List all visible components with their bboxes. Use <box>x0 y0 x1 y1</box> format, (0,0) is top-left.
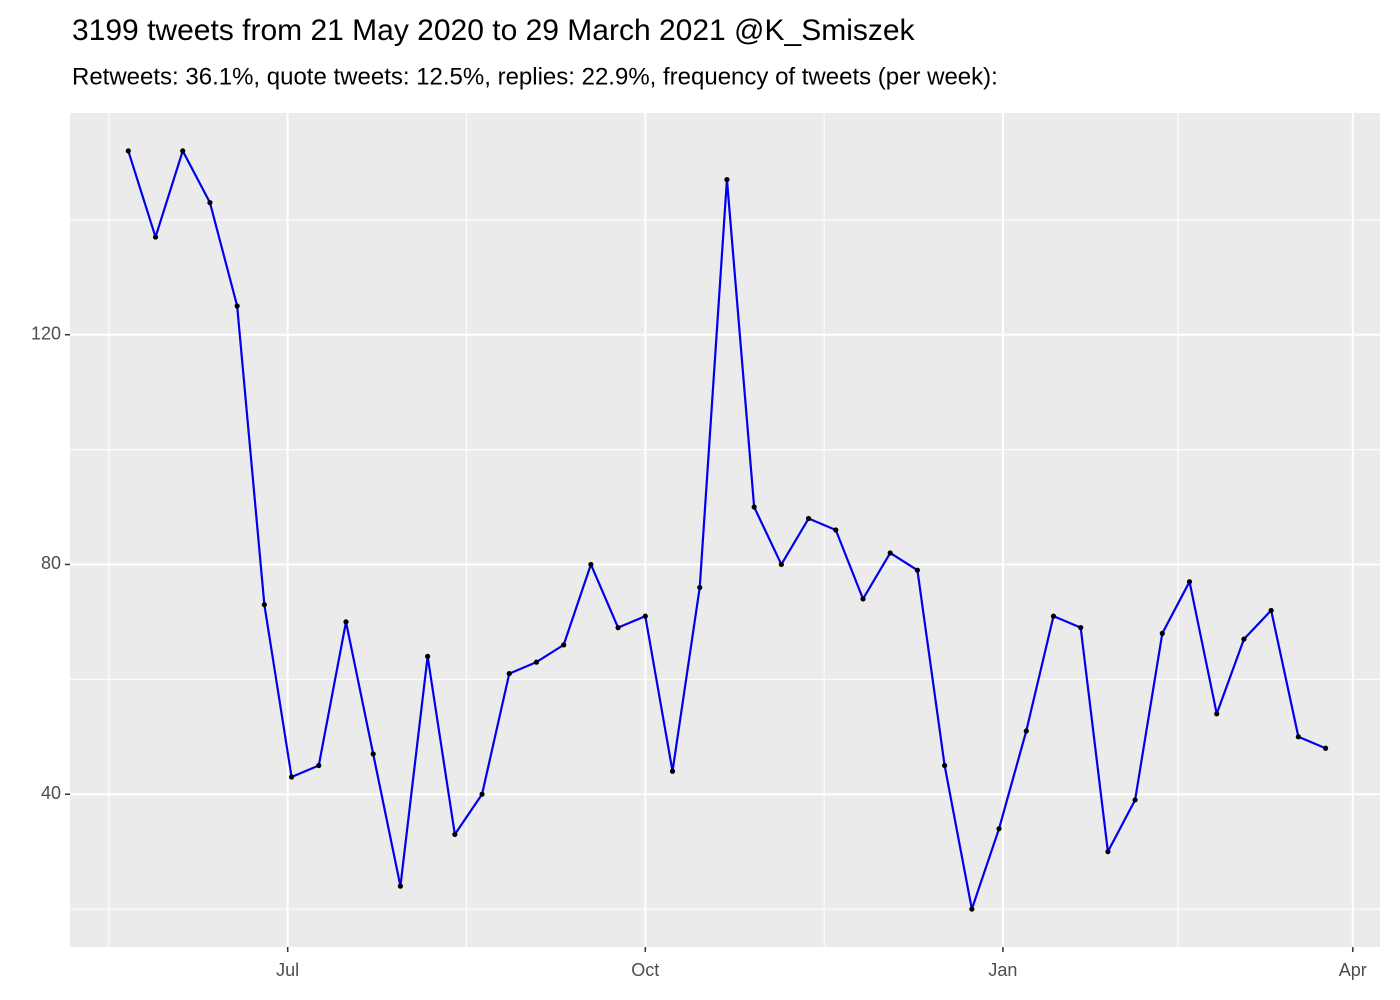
point <box>207 200 213 206</box>
point <box>1132 797 1138 803</box>
point <box>805 515 812 522</box>
point <box>397 883 404 889</box>
point <box>778 561 784 568</box>
point <box>669 768 676 774</box>
point <box>860 596 866 602</box>
y-tick-label: 120 <box>31 323 61 343</box>
y-tick-label: 40 <box>41 783 61 803</box>
point <box>561 642 567 648</box>
point <box>1268 607 1274 614</box>
point <box>425 653 431 659</box>
x-tick-label: Jan <box>988 960 1017 980</box>
chart-subtitle: Retweets: 36.1%, quote tweets: 12.5%, re… <box>72 63 998 90</box>
point <box>343 619 349 625</box>
point <box>1186 579 1193 585</box>
point <box>261 602 267 608</box>
point <box>1078 625 1084 631</box>
point <box>642 613 648 619</box>
point <box>1214 711 1220 717</box>
point <box>316 762 322 769</box>
point <box>1023 728 1029 734</box>
point <box>370 751 376 757</box>
point <box>833 527 839 533</box>
point <box>1322 745 1329 751</box>
y-tick-label: 80 <box>41 553 61 573</box>
point <box>506 670 512 677</box>
point <box>588 561 594 568</box>
point <box>996 826 1002 832</box>
point <box>942 762 948 769</box>
point <box>288 774 295 780</box>
point <box>1241 636 1247 642</box>
point <box>1105 849 1111 855</box>
point <box>452 831 458 838</box>
point <box>1295 734 1301 740</box>
point <box>751 504 757 510</box>
point <box>125 148 131 154</box>
point <box>479 791 485 797</box>
point <box>887 550 893 556</box>
point <box>180 148 186 154</box>
point <box>615 625 621 631</box>
point <box>533 659 540 665</box>
point <box>1159 630 1165 636</box>
point <box>1050 613 1057 619</box>
x-tick-label: Apr <box>1339 960 1367 980</box>
x-tick-label: Jul <box>276 960 299 980</box>
plot-panel <box>70 113 1380 947</box>
point <box>697 584 703 591</box>
point <box>152 234 159 240</box>
point <box>914 567 921 573</box>
point <box>234 303 240 309</box>
chart-title: 3199 tweets from 21 May 2020 to 29 March… <box>72 14 916 47</box>
point <box>724 177 730 183</box>
point <box>969 906 975 912</box>
x-tick-label: Oct <box>631 960 659 980</box>
